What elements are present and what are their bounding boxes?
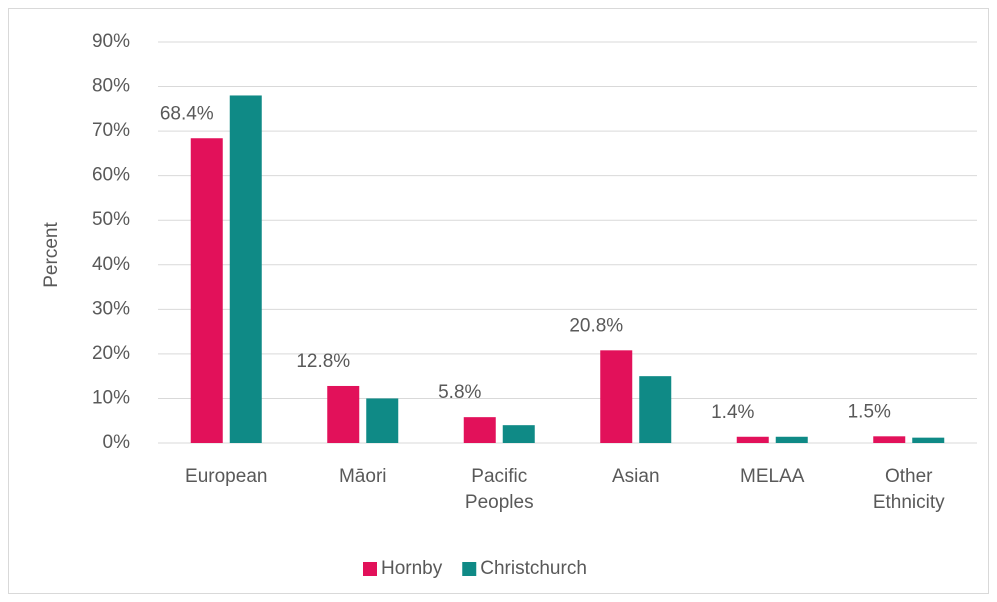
x-tick-label: MELAA xyxy=(740,466,805,487)
y-tick-label: 80% xyxy=(92,76,130,97)
bar xyxy=(600,350,633,443)
data-label: 1.5% xyxy=(848,401,891,422)
bar xyxy=(366,398,399,443)
bar xyxy=(736,436,769,443)
y-axis-title: Percent xyxy=(41,222,62,288)
bar xyxy=(327,385,360,443)
x-tick-label: European xyxy=(185,466,268,487)
legend-label: Christchurch xyxy=(480,558,587,579)
bar xyxy=(229,95,262,443)
bar xyxy=(463,417,496,443)
bar xyxy=(873,436,906,443)
y-tick-label: 60% xyxy=(92,165,130,186)
chart-border xyxy=(8,8,989,594)
legend-swatch xyxy=(363,562,377,576)
legend-label: Hornby xyxy=(381,558,443,579)
data-label: 5.8% xyxy=(438,382,481,403)
bar xyxy=(190,138,223,444)
y-tick-label: 10% xyxy=(92,387,130,408)
bar xyxy=(639,376,672,443)
y-tick-label: 90% xyxy=(92,31,130,52)
y-tick-label: 70% xyxy=(92,120,130,141)
data-label: 68.4% xyxy=(160,103,214,124)
data-label: 1.4% xyxy=(711,402,754,423)
legend-swatch xyxy=(462,562,477,576)
y-tick-label: 50% xyxy=(92,209,130,230)
x-tick-label: Pacific Peoples xyxy=(464,466,534,513)
x-tick-label: Māori xyxy=(338,466,387,487)
bar xyxy=(912,437,945,443)
y-tick-label: 30% xyxy=(92,298,130,319)
y-tick-label: 0% xyxy=(103,432,131,453)
y-tick-label: 20% xyxy=(92,343,130,364)
x-tick-label: Other Ethnicity xyxy=(872,466,945,513)
y-tick-label: 40% xyxy=(92,254,130,275)
bar xyxy=(775,436,808,443)
bar xyxy=(502,425,535,443)
x-tick-label: Asian xyxy=(611,466,660,487)
data-label: 12.8% xyxy=(296,351,350,372)
data-label: 20.8% xyxy=(569,315,623,336)
